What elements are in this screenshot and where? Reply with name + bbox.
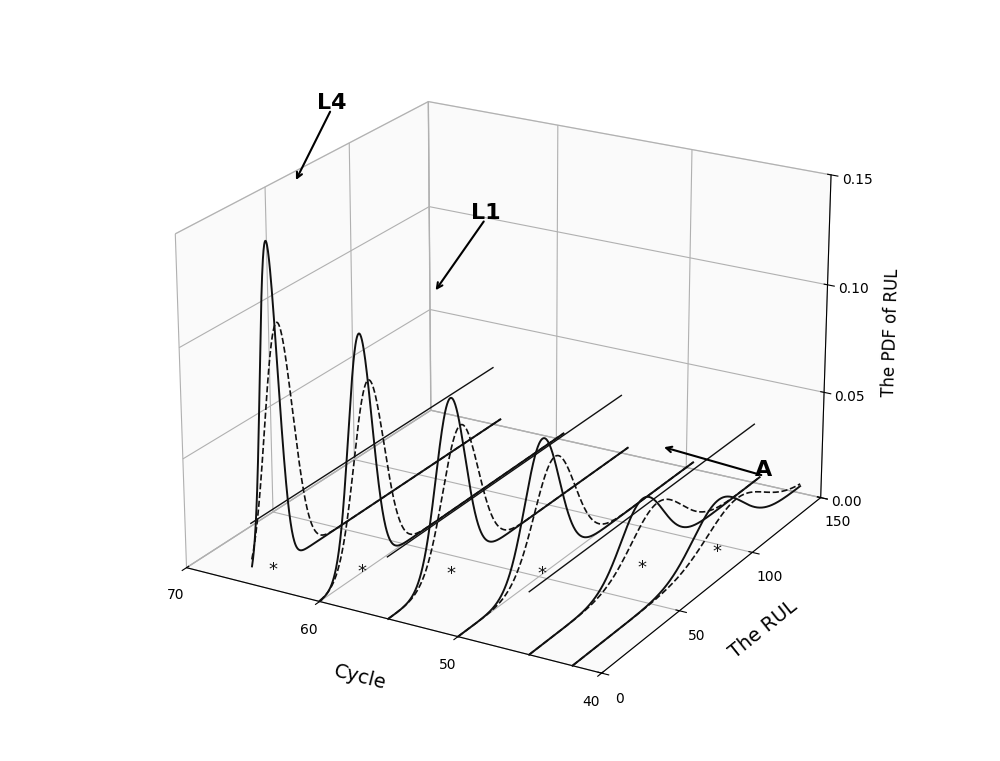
X-axis label: Cycle: Cycle (331, 661, 388, 693)
Text: L1: L1 (471, 203, 500, 223)
Text: A: A (755, 460, 773, 480)
Y-axis label: The RUL: The RUL (726, 597, 801, 662)
Text: L4: L4 (317, 93, 346, 113)
